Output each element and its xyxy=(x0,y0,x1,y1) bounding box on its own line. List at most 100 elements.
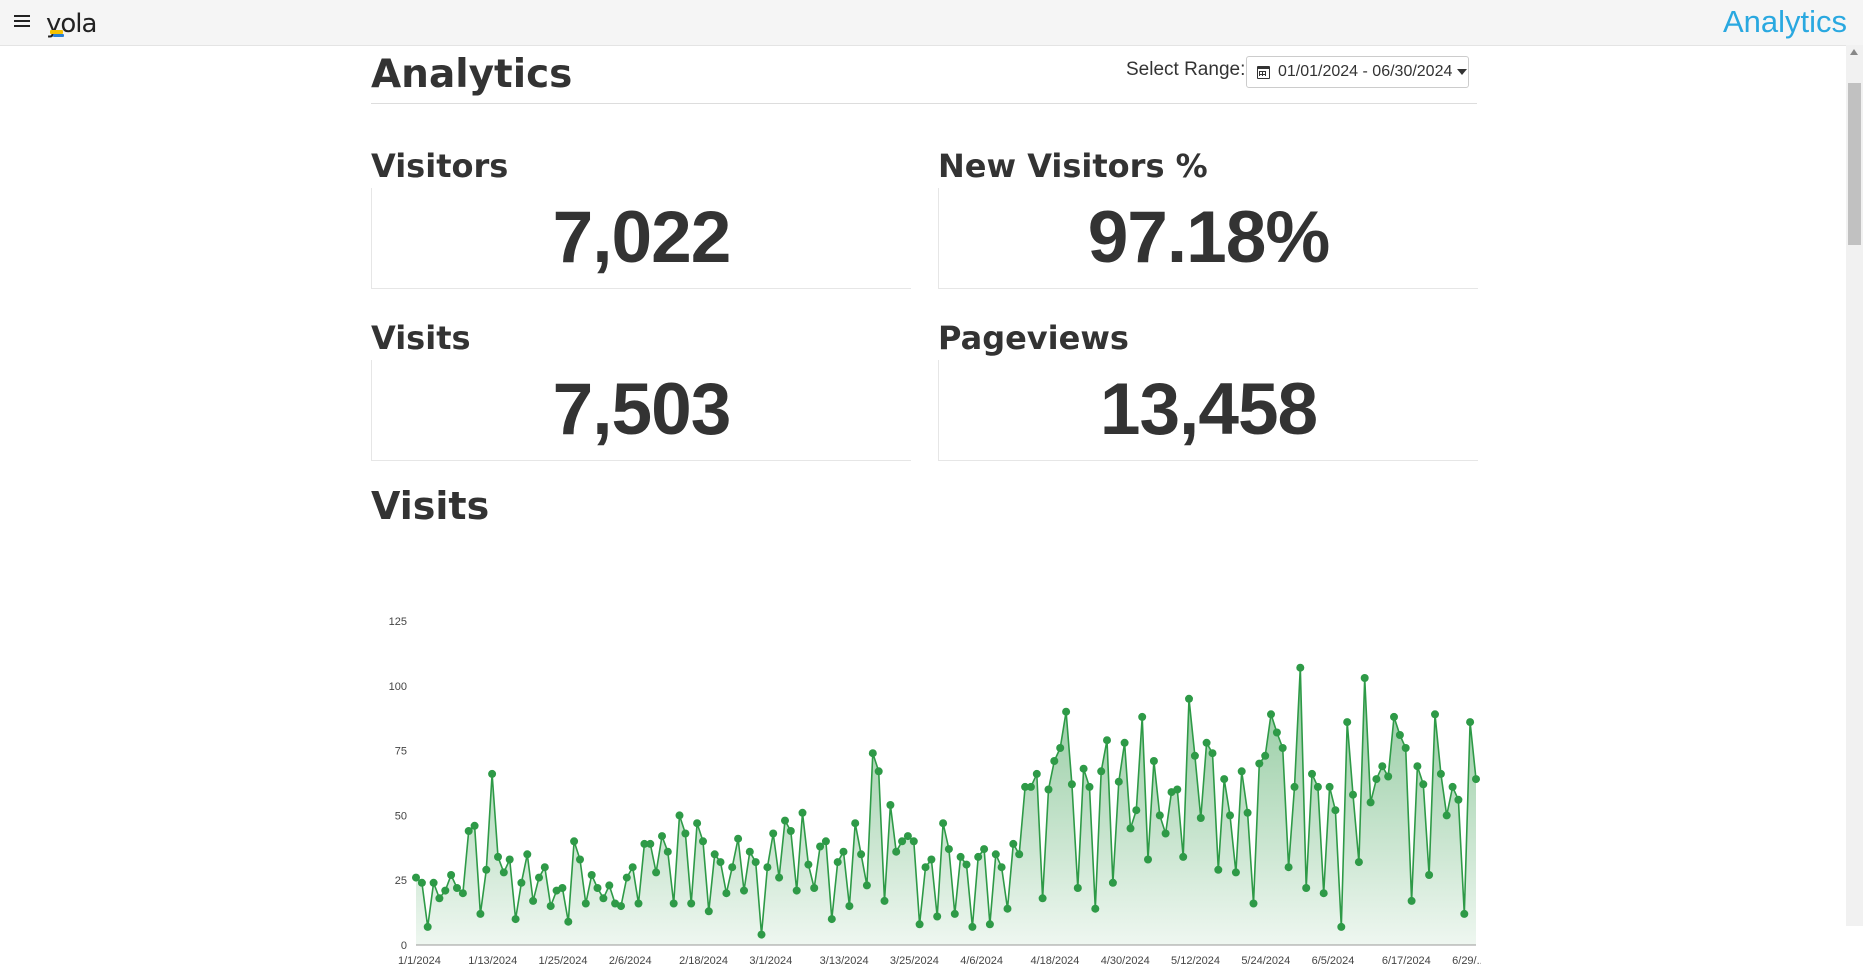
data-point[interactable] xyxy=(857,850,866,859)
data-point[interactable] xyxy=(1425,871,1434,879)
scroll-up-arrow-icon[interactable] xyxy=(1850,49,1858,55)
data-point[interactable] xyxy=(529,896,538,905)
data-point[interactable] xyxy=(839,847,848,856)
data-point[interactable] xyxy=(804,860,813,869)
data-point[interactable] xyxy=(792,886,801,895)
data-point[interactable] xyxy=(1366,798,1375,807)
data-point[interactable] xyxy=(1337,922,1346,931)
data-point[interactable] xyxy=(1226,811,1234,820)
data-point[interactable] xyxy=(1079,764,1088,773)
data-point[interactable] xyxy=(564,917,573,926)
data-point[interactable] xyxy=(1161,829,1170,838)
data-point[interactable] xyxy=(617,902,625,911)
data-point[interactable] xyxy=(1009,839,1018,848)
menu-icon[interactable] xyxy=(14,15,30,29)
data-point[interactable] xyxy=(1021,782,1030,791)
data-point[interactable] xyxy=(505,855,514,864)
data-point[interactable] xyxy=(1173,785,1182,794)
data-point[interactable] xyxy=(851,819,860,828)
data-point[interactable] xyxy=(909,837,918,846)
data-point[interactable] xyxy=(1073,884,1082,892)
data-point[interactable] xyxy=(1278,744,1287,752)
data-point[interactable] xyxy=(821,837,830,846)
data-point[interactable] xyxy=(1395,731,1404,739)
data-point[interactable] xyxy=(1249,899,1258,908)
data-point[interactable] xyxy=(874,767,883,776)
data-point[interactable] xyxy=(974,852,983,861)
data-point[interactable] xyxy=(540,863,549,872)
data-point[interactable] xyxy=(1460,909,1469,918)
data-point[interactable] xyxy=(704,907,713,916)
data-point[interactable] xyxy=(511,915,520,924)
data-point[interactable] xyxy=(1149,757,1158,765)
data-point[interactable] xyxy=(1044,785,1053,794)
data-point[interactable] xyxy=(1062,707,1071,716)
data-point[interactable] xyxy=(640,839,649,848)
data-point[interactable] xyxy=(1050,757,1059,765)
data-point[interactable] xyxy=(751,858,760,867)
data-point[interactable] xyxy=(663,847,672,856)
data-point[interactable] xyxy=(687,899,696,908)
data-point[interactable] xyxy=(1255,759,1264,768)
data-point[interactable] xyxy=(1378,762,1387,771)
data-point[interactable] xyxy=(1003,904,1012,913)
data-point[interactable] xyxy=(464,827,473,835)
data-point[interactable] xyxy=(628,863,637,872)
data-point[interactable] xyxy=(476,909,485,918)
data-point[interactable] xyxy=(833,858,842,867)
data-point[interactable] xyxy=(1442,811,1451,820)
data-point[interactable] xyxy=(734,834,743,843)
data-point[interactable] xyxy=(570,837,579,846)
data-point[interactable] xyxy=(956,852,965,861)
data-point[interactable] xyxy=(845,902,854,911)
data-point[interactable] xyxy=(898,837,907,846)
data-point[interactable] xyxy=(1138,712,1147,721)
data-point[interactable] xyxy=(1132,806,1141,815)
data-point[interactable] xyxy=(1214,865,1223,874)
data-point[interactable] xyxy=(716,858,725,867)
data-point[interactable] xyxy=(417,878,426,887)
data-point[interactable] xyxy=(728,863,737,872)
data-point[interactable] xyxy=(646,839,655,848)
data-point[interactable] xyxy=(745,847,754,856)
data-point[interactable] xyxy=(985,920,994,929)
data-point[interactable] xyxy=(1413,762,1422,771)
data-point[interactable] xyxy=(546,902,555,911)
data-point[interactable] xyxy=(517,878,526,887)
data-point[interactable] xyxy=(599,894,608,903)
data-point[interactable] xyxy=(1144,855,1152,864)
data-point[interactable] xyxy=(810,884,819,892)
date-range-picker[interactable]: 01/01/2024 - 06/30/2024 xyxy=(1246,56,1469,88)
data-point[interactable] xyxy=(1231,868,1240,877)
vertical-scrollbar[interactable] xyxy=(1846,45,1863,926)
data-point[interactable] xyxy=(710,850,719,859)
data-point[interactable] xyxy=(763,863,772,872)
data-point[interactable] xyxy=(693,819,702,828)
data-point[interactable] xyxy=(1196,814,1205,822)
data-point[interactable] xyxy=(652,868,661,877)
data-point[interactable] xyxy=(1448,782,1457,791)
data-point[interactable] xyxy=(1202,738,1211,747)
data-point[interactable] xyxy=(915,920,924,929)
data-point[interactable] xyxy=(1067,780,1076,789)
data-point[interactable] xyxy=(927,855,936,864)
data-point[interactable] xyxy=(1325,782,1334,791)
data-point[interactable] xyxy=(470,821,479,830)
data-point[interactable] xyxy=(675,811,684,820)
data-point[interactable] xyxy=(441,886,450,895)
data-point[interactable] xyxy=(453,884,461,892)
data-point[interactable] xyxy=(488,769,497,778)
data-point[interactable] xyxy=(1308,769,1316,778)
data-point[interactable] xyxy=(1284,863,1293,872)
data-point[interactable] xyxy=(862,881,871,890)
data-point[interactable] xyxy=(892,847,901,856)
data-point[interactable] xyxy=(1436,769,1445,778)
data-point[interactable] xyxy=(658,832,666,841)
data-point[interactable] xyxy=(991,850,1000,859)
data-point[interactable] xyxy=(1296,663,1305,672)
data-point[interactable] xyxy=(587,871,596,879)
data-point[interactable] xyxy=(1331,806,1340,815)
data-point[interactable] xyxy=(1015,850,1024,859)
data-point[interactable] xyxy=(816,842,825,851)
scroll-thumb[interactable] xyxy=(1848,83,1861,245)
